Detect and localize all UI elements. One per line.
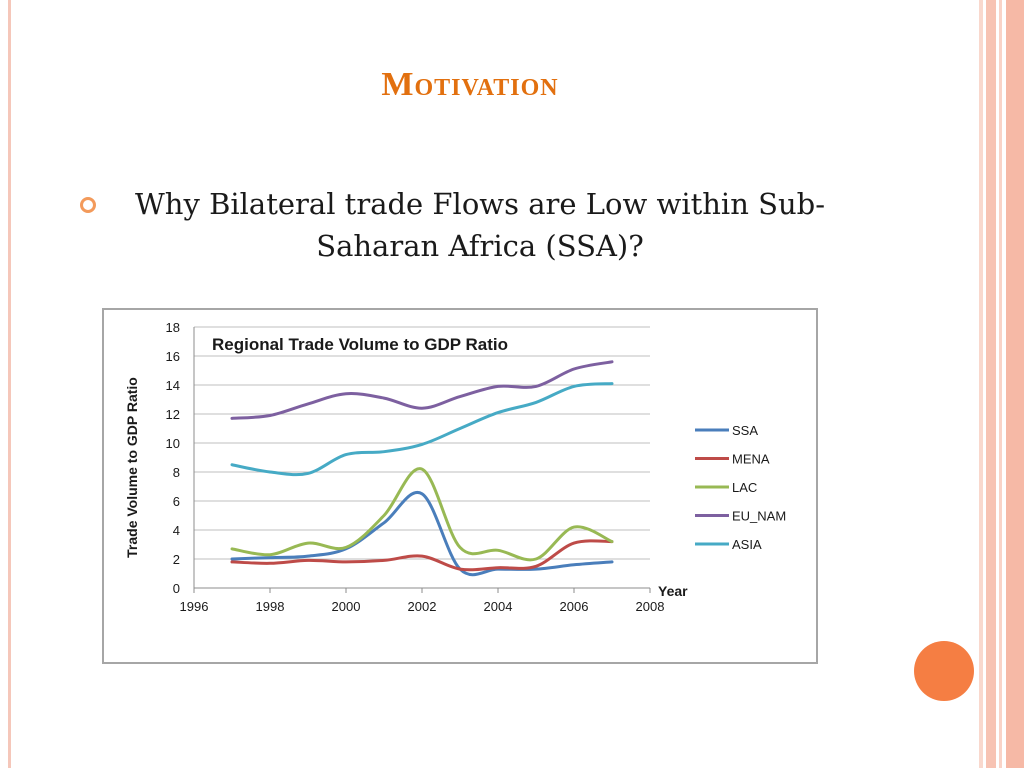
x-tick-label: 2008: [636, 599, 665, 614]
left-decor-stripe: [8, 0, 11, 768]
x-tick-label: 2006: [560, 599, 589, 614]
series-line-lac: [230, 467, 614, 562]
y-tick-label: 6: [173, 494, 180, 509]
series-line-asia: [230, 382, 614, 477]
right-decor-band: [979, 0, 983, 768]
decor-circle: [914, 641, 974, 701]
y-tick-label: 10: [166, 436, 180, 451]
x-tick-label: 1998: [256, 599, 285, 614]
line-chart: 0 2 4 6 8 10 12 14 16 18 1996 1998 2000 2002 2004 2006 2…: [124, 320, 786, 614]
series-line-mena: [230, 539, 614, 572]
y-tick-label: 8: [173, 465, 180, 480]
chart-frame: 0 2 4 6 8 10 12 14 16 18 1996 1998 2000 2002 2004 2006 2…: [102, 308, 818, 664]
legend-label: SSA: [732, 423, 758, 438]
y-axis-label: Trade Volume to GDP Ratio: [124, 377, 140, 558]
y-tick-label: 14: [166, 378, 180, 393]
series-line-eu-nam: [230, 360, 614, 420]
bullet-text: Why Bilateral trade Flows are Low within…: [134, 187, 826, 263]
right-decor-band: [986, 0, 996, 768]
y-tick-label: 2: [173, 552, 180, 567]
y-tick-label: 12: [166, 407, 180, 422]
legend-label: EU_NAM: [732, 509, 786, 524]
y-tick-label: 0: [173, 581, 180, 596]
legend-label: ASIA: [732, 537, 762, 552]
x-tick-label: 1996: [180, 599, 209, 614]
legend-label: MENA: [732, 452, 770, 467]
right-decor-band: [1006, 0, 1024, 768]
legend-label: LAC: [732, 480, 757, 495]
y-tick-label: 18: [166, 320, 180, 335]
y-tick-label: 16: [166, 349, 180, 364]
x-tick-label: 2004: [484, 599, 513, 614]
series-line-ssa: [230, 490, 614, 577]
chart-title: Regional Trade Volume to GDP Ratio: [212, 335, 508, 354]
x-tick-label: 2002: [408, 599, 437, 614]
x-tick-label: 2000: [332, 599, 361, 614]
y-tick-label: 4: [173, 523, 180, 538]
x-axis-label: Year: [658, 583, 688, 599]
bullet-icon: [80, 197, 96, 213]
right-decor-band: [999, 0, 1002, 768]
slide-title: Motivation: [381, 66, 559, 103]
